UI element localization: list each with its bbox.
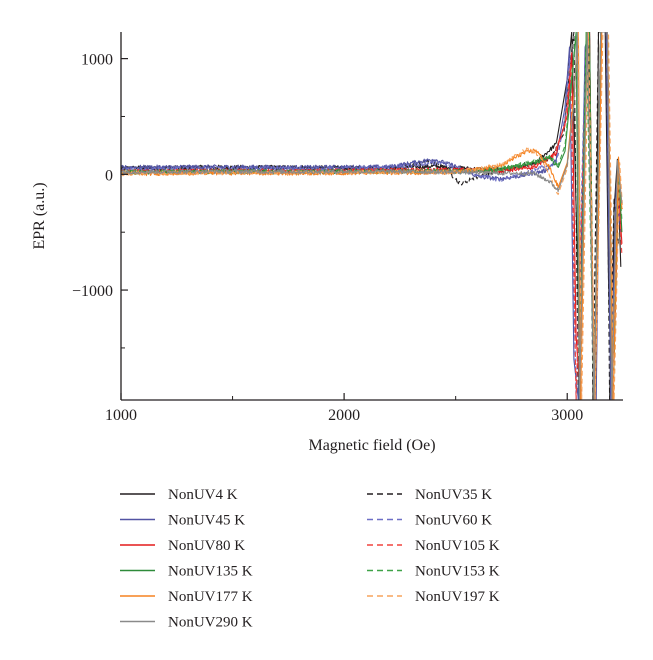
legend-label: NonUV197 K [415, 589, 500, 605]
x-tick-label: 1000 [105, 407, 137, 424]
series-layer [121, 32, 623, 400]
series-line [121, 32, 622, 400]
legend-label: NonUV290 K [168, 615, 253, 631]
legend-label: NonUV153 K [415, 564, 500, 580]
x-axis-title: Magnetic field (Oe) [308, 437, 435, 454]
legend-label: NonUV135 K [168, 564, 253, 580]
legend-label: NonUV80 K [168, 538, 245, 554]
series-line [121, 32, 623, 400]
legend-label: NonUV35 K [415, 487, 492, 503]
ticks: 1000 2000 3000 1000 0 −1000 [72, 52, 583, 424]
series-line [121, 32, 622, 400]
legend-label: NonUV45 K [168, 513, 245, 529]
y-tick-label: 1000 [81, 52, 113, 69]
series-line [121, 32, 623, 400]
series-line [121, 32, 623, 400]
y-tick-label: 0 [105, 167, 113, 184]
axes [120, 32, 623, 401]
legend-label: NonUV177 K [168, 589, 253, 605]
y-tick-label: −1000 [72, 283, 113, 300]
legend-label: NonUV4 K [168, 487, 238, 503]
series-line [121, 32, 623, 400]
series-line [121, 32, 623, 400]
legend-label: NonUV105 K [415, 538, 500, 554]
series-line [121, 32, 622, 400]
legend: NonUV4 K NonUV45 K NonUV80 K NonUV135 K NonU… [120, 487, 500, 631]
series-line [121, 32, 623, 400]
x-tick-label: 2000 [328, 407, 360, 424]
legend-label: NonUV60 K [415, 513, 492, 529]
y-axis-title: EPR (a.u.) [31, 182, 48, 249]
series-line [121, 32, 620, 400]
x-tick-label: 3000 [551, 407, 583, 424]
series-line [121, 32, 623, 400]
